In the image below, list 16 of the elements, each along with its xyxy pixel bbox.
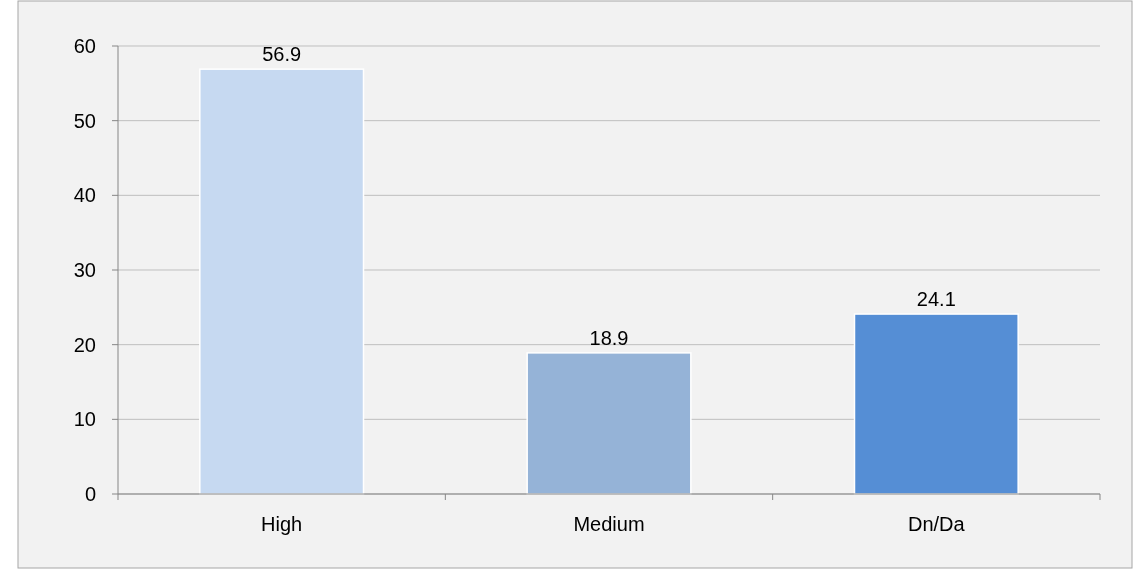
data-label: 24.1 — [916, 288, 956, 311]
data-label: 56.9 — [262, 43, 302, 66]
bar — [199, 68, 365, 495]
bar — [526, 352, 692, 495]
y-tick-label: 50 — [73, 109, 96, 132]
bar — [853, 313, 1019, 495]
data-label: 18.9 — [589, 326, 629, 349]
y-tick-label: 40 — [73, 184, 96, 207]
x-tick-label: Medium — [573, 513, 645, 535]
y-tick-label: 30 — [73, 259, 96, 281]
x-tick-label: Dn/Da — [907, 513, 966, 535]
x-tick-label: High — [261, 513, 303, 535]
y-tick-label: 10 — [73, 408, 96, 431]
y-tick-label: 0 — [84, 483, 96, 505]
y-tick-label: 60 — [73, 35, 96, 57]
y-tick-label: 20 — [73, 333, 96, 356]
